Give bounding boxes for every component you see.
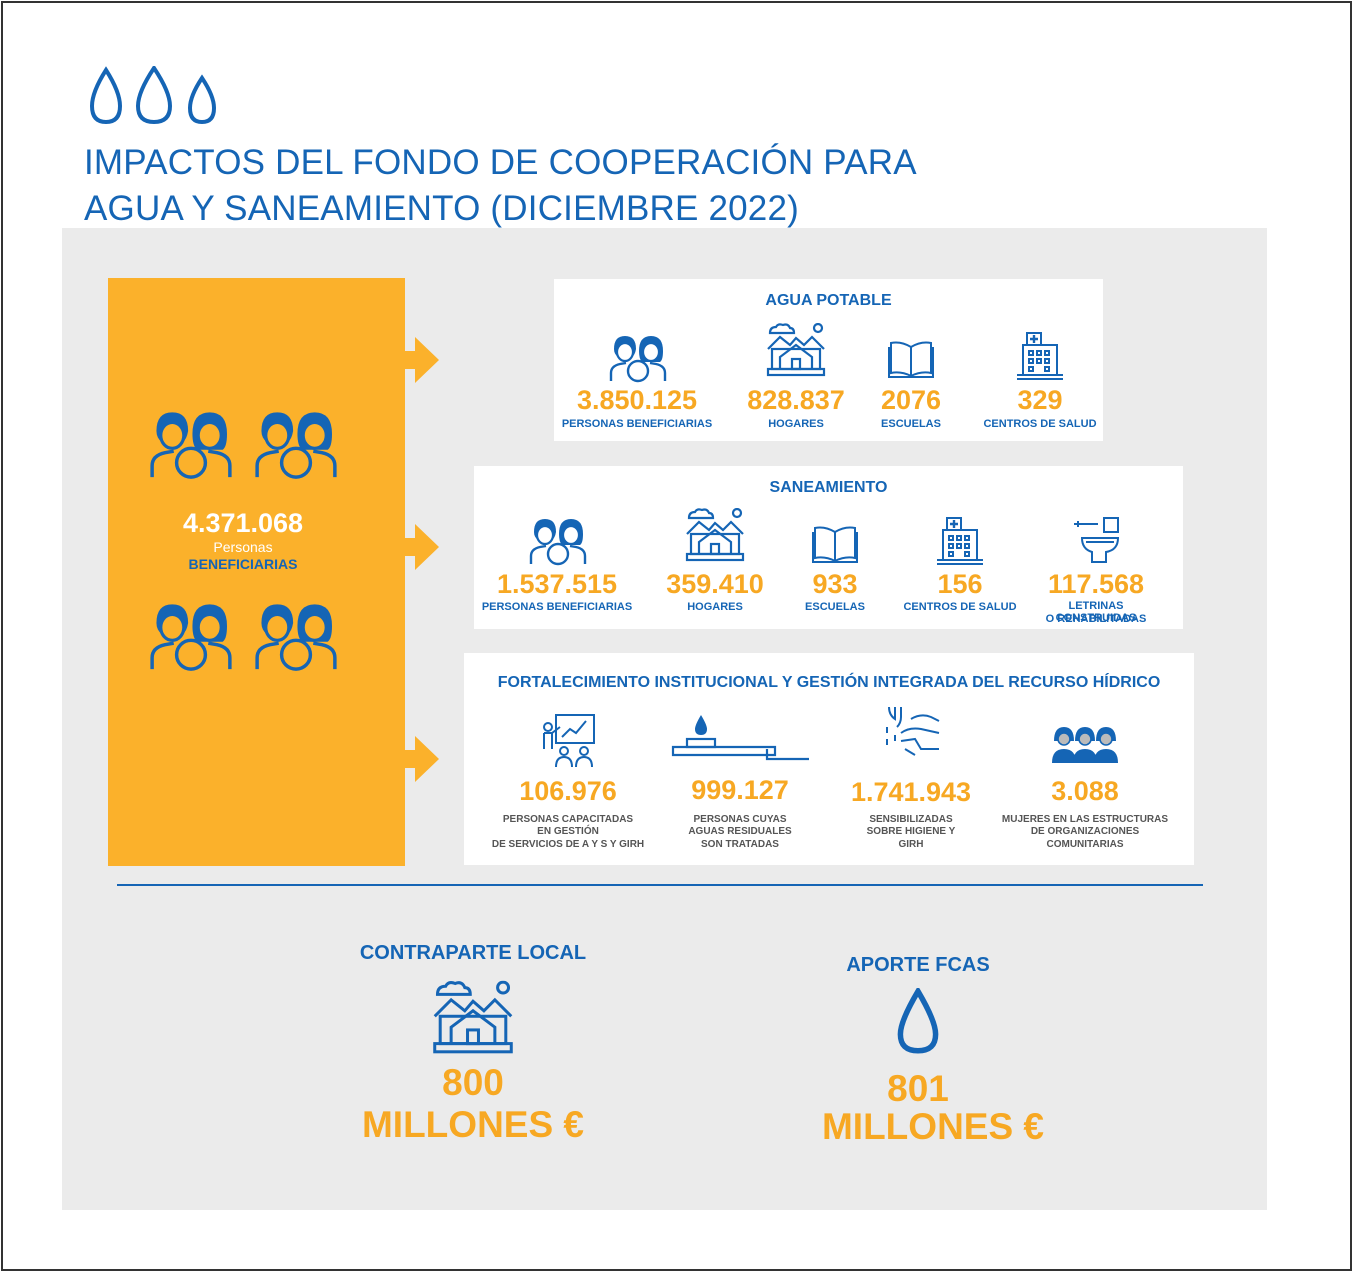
stat-value: 1.537.515 (496, 569, 618, 599)
contraparte-local-amount: 800 (442, 1062, 504, 1103)
stat-value: 3.850.125 (576, 385, 698, 415)
stat-label-line-3: DE SERVICIOS DE A Y S Y GIRH (491, 839, 645, 850)
water-treatment-icon (671, 713, 811, 761)
stat-label-line-3: SON TRATADAS (701, 839, 779, 850)
stat-label-line-2: EN GESTIÓN (537, 826, 599, 837)
contraparte-local-unit: MILLONES € (361, 1104, 585, 1145)
stat-centros-salud: 156 CENTROS DE SALUD (894, 466, 1026, 629)
title-line-2: AGUA Y SANEAMIENTO (DICIEMBRE 2022) (84, 189, 799, 228)
stat-label: ESCUELAS (881, 418, 941, 430)
saneamiento-panel: SANEAMIENTO 1.537.515 PERSONAS BENEFICIA… (474, 466, 1183, 629)
stat-label: CENTROS DE SALUD (983, 418, 1097, 430)
stat-personas: 1.537.515 PERSONAS BENEFICIARIAS (478, 466, 636, 629)
stat-label-line-1: MUJERES EN LAS ESTRUCTURAS (1001, 814, 1169, 825)
stat-value: 329 (1017, 385, 1063, 415)
agua-potable-panel: AGUA POTABLE 3.850.125 PERSONAS BENEFICI… (554, 279, 1103, 441)
stat-value: 156 (937, 569, 983, 599)
stat-escuelas: 933 ESCUELAS (792, 466, 878, 629)
stat-capacitadas: 106.976 PERSONAS CAPACITADAS EN GESTIÓN … (480, 653, 656, 865)
house-icon (766, 323, 826, 377)
book-icon (812, 526, 858, 563)
aporte-fcas-amount: 801 (887, 1068, 949, 1109)
stat-label-line-1: SENSIBILIZADAS (869, 814, 953, 825)
stat-mujeres: 3.088 MUJERES EN LAS ESTRUCTURAS DE ORGA… (994, 653, 1176, 865)
people-group-icon (255, 410, 337, 479)
stat-value: 828.837 (747, 385, 845, 415)
divider (117, 884, 1203, 886)
stat-value: 999.127 (691, 775, 789, 805)
stat-label: PERSONAS BENEFICIARIAS (561, 418, 713, 430)
house-icon (685, 508, 745, 562)
stat-label: HOGARES (687, 601, 743, 613)
training-icon (543, 714, 595, 768)
stat-value: 359.410 (666, 569, 764, 599)
stat-label-line-2: AGUAS RESIDUALES (688, 826, 792, 837)
house-icon (433, 980, 513, 1054)
people-icon (529, 517, 587, 566)
stat-label-line-1: PERSONAS CAPACITADAS (502, 814, 634, 825)
stat-sensibilizadas: 1.741.943 SENSIBILIZADAS SOBRE HIGIENE Y… (839, 653, 983, 865)
total-beneficiaries-label: BENEFICIARIAS (188, 556, 298, 572)
stat-value: 3.088 (1051, 776, 1119, 806)
stat-letrinas: 117.568 LETRINAS CONSTRUIDAS O REHABILIT… (1028, 466, 1164, 629)
beneficiaries-panel (108, 278, 405, 866)
total-beneficiaries-value: 4.371.068 (182, 508, 304, 538)
people-group-icon (150, 410, 232, 479)
stat-label: HOGARES (768, 418, 824, 430)
contraparte-local-title: CONTRAPARTE LOCAL (359, 942, 587, 964)
stat-value: 117.568 (1047, 569, 1145, 599)
book-icon (888, 341, 934, 378)
hospital-icon (935, 516, 985, 566)
fortalecimiento-title: FORTALECIMIENTO INSTITUCIONAL Y GESTIÓN … (497, 674, 1161, 691)
stat-value: 1.741.943 (850, 777, 972, 807)
water-drops-icon (89, 66, 217, 125)
stat-hogares: 828.837 HOGARES (736, 279, 856, 441)
arrow-right-icon (403, 736, 439, 782)
stat-value: 2076 (880, 385, 942, 415)
stat-label: CENTROS DE SALUD (903, 601, 1017, 613)
people-icon (609, 334, 667, 383)
stat-label-line-2: SOBRE HIGIENE Y (866, 826, 956, 837)
stat-value: 106.976 (519, 776, 617, 806)
people-group-icon (255, 602, 337, 671)
stat-label-line-1: LETRINAS CONSTRUIDAS (1055, 600, 1137, 624)
handwashing-icon (886, 706, 940, 756)
arrow-right-icon (403, 524, 439, 570)
stat-label: ESCUELAS (805, 601, 865, 613)
women-group-icon (1051, 726, 1119, 764)
toilet-icon (1073, 517, 1119, 563)
stat-personas: 3.850.125 PERSONAS BENEFICIARIAS (558, 279, 716, 441)
total-beneficiaries-sub: Personas (213, 539, 273, 555)
stat-centros-salud: 329 CENTROS DE SALUD (974, 279, 1106, 441)
title-line-1: IMPACTOS DEL FONDO DE COOPERACIÓN PARA (84, 143, 917, 182)
aporte-fcas-unit: MILLONES € (821, 1106, 1045, 1147)
stat-label-line-2: O REHABILITADAS (1045, 613, 1147, 625)
hospital-icon (1015, 331, 1065, 381)
saneamiento-title: SANEAMIENTO (769, 479, 888, 496)
stat-value: 933 (812, 569, 858, 599)
stat-label-line-3: GIRH (898, 839, 924, 850)
stat-aguas-residuales: 999.127 PERSONAS CUYAS AGUAS RESIDUALES … (669, 653, 811, 865)
agua-potable-title: AGUA POTABLE (765, 292, 892, 309)
water-drop-icon (896, 988, 940, 1054)
stat-hogares: 359.410 HOGARES (655, 466, 775, 629)
people-group-icon (150, 602, 232, 671)
arrow-right-icon (403, 337, 439, 383)
aporte-fcas-title: APORTE FCAS (846, 954, 990, 976)
stat-label: PERSONAS BENEFICIARIAS (481, 601, 633, 613)
stat-label-line-3: COMUNITARIAS (1046, 839, 1124, 850)
page-title: IMPACTOS DEL FONDO DE COOPERACIÓN PARA A… (84, 140, 917, 232)
stat-label-line-1: PERSONAS CUYAS (693, 814, 787, 825)
stat-escuelas: 2076 ESCUELAS (868, 279, 954, 441)
stat-label-line-2: DE ORGANIZACIONES (1030, 826, 1140, 837)
fortalecimiento-panel: FORTALECIMIENTO INSTITUCIONAL Y GESTIÓN … (464, 653, 1194, 865)
